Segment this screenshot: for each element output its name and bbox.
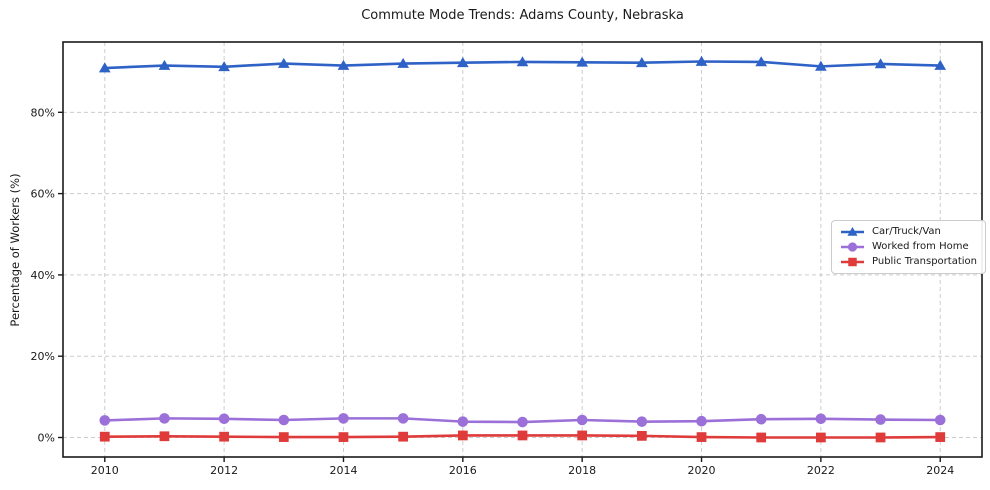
marker-car-truck-van-2018 (576, 56, 589, 67)
marker-worked-from-home-2014 (338, 413, 349, 424)
legend-item-public-transportation: Public Transportation (840, 255, 977, 269)
legend-triangle-icon (841, 227, 864, 236)
legend-item-car-truck-van: Car/Truck/Van (840, 225, 977, 239)
y-tick-label-0: 0% (38, 431, 55, 444)
marker-worked-from-home-2024 (934, 414, 946, 426)
x-tick-label-2014: 2014 (329, 464, 357, 477)
legend-label-car-truck-van: Car/Truck/Van (872, 226, 941, 237)
marker-worked-from-home-2018 (576, 414, 588, 426)
marker-car-truck-van-2023 (874, 58, 887, 69)
marker-public-transportation-2014 (338, 432, 349, 442)
legend-marker-worked-from-home (847, 242, 858, 252)
marker-public-transportation-2022 (816, 432, 826, 443)
marker-worked-from-home-2012 (218, 413, 230, 425)
x-tick-label-2010: 2010 (91, 464, 119, 477)
x-tick-label-2024: 2024 (926, 464, 954, 477)
marker-public-transportation-2015 (398, 431, 409, 442)
marker-worked-from-home-2013 (278, 414, 290, 426)
marker-car-truck-van-2010 (98, 62, 111, 73)
marker-car-truck-van-2013 (277, 57, 290, 68)
marker-public-transportation-2021 (756, 432, 767, 443)
series-group (98, 55, 947, 443)
marker-car-truck-van-2011 (158, 59, 171, 70)
marker-worked-from-home-2023 (875, 414, 886, 425)
marker-car-truck-van-2024 (934, 59, 947, 70)
marker-worked-from-home-2015 (397, 413, 409, 424)
marker-car-truck-van-2020 (695, 55, 708, 66)
y-tick-label-60: 60% (31, 188, 55, 201)
legend-marker-public-transportation (848, 257, 857, 267)
series-worked-from-home (99, 413, 946, 428)
marker-car-truck-van-2012 (218, 61, 230, 72)
legend-square-icon (841, 257, 864, 267)
marker-worked-from-home-2011 (159, 413, 170, 424)
legend-circle-icon (841, 242, 864, 252)
y-tick-label-80: 80% (31, 106, 55, 119)
y-tick-label-40: 40% (31, 269, 55, 282)
marker-worked-from-home-2010 (99, 415, 111, 426)
marker-car-truck-van-2019 (636, 57, 648, 68)
x-tick-label-2018: 2018 (568, 464, 596, 477)
x-tick-label-2012: 2012 (210, 464, 238, 477)
legend: Car/Truck/Van Worked from Home Public Tran… (831, 220, 986, 274)
x-tick-label-2020: 2020 (688, 464, 716, 477)
marker-public-transportation-2024 (935, 432, 946, 442)
marker-public-transportation-2010 (99, 431, 110, 442)
marker-public-transportation-2012 (219, 431, 229, 442)
marker-car-truck-van-2014 (337, 59, 350, 70)
marker-worked-from-home-2017 (517, 416, 528, 428)
marker-car-truck-van-2021 (755, 56, 768, 67)
marker-public-transportation-2011 (159, 431, 170, 442)
legend-label-worked-from-home: Worked from Home (872, 241, 969, 252)
marker-worked-from-home-2019 (636, 416, 648, 427)
x-tick-label-2022: 2022 (807, 464, 835, 477)
series-car-truck-van (98, 55, 947, 73)
marker-car-truck-van-2017 (516, 56, 529, 67)
marker-public-transportation-2017 (517, 430, 528, 441)
marker-public-transportation-2023 (875, 432, 886, 443)
series-public-transportation (99, 430, 946, 443)
marker-worked-from-home-2020 (696, 415, 707, 427)
marker-worked-from-home-2022 (815, 413, 827, 425)
legend-marker-car-truck-van (847, 227, 858, 236)
chart-title: Commute Mode Trends: Adams County, Nebra… (361, 8, 684, 23)
marker-worked-from-home-2021 (755, 413, 767, 425)
y-tick-label-20: 20% (31, 350, 55, 363)
marker-public-transportation-2019 (636, 430, 647, 441)
legend-item-worked-from-home: Worked from Home (840, 240, 977, 254)
marker-car-truck-van-2016 (456, 57, 469, 68)
marker-car-truck-van-2015 (397, 57, 409, 68)
marker-public-transportation-2020 (696, 432, 707, 442)
marker-car-truck-van-2022 (815, 60, 827, 71)
axis-ticks: 0% 20% 40% 60% 80% 2010 2012 2014 2016 2018 2020 20… (31, 106, 955, 477)
marker-public-transportation-2016 (457, 430, 468, 441)
marker-worked-from-home-2016 (457, 416, 469, 427)
marker-public-transportation-2018 (577, 430, 588, 441)
legend-label-public-transportation: Public Transportation (872, 256, 977, 267)
x-tick-label-2016: 2016 (449, 464, 477, 477)
marker-public-transportation-2013 (278, 432, 289, 442)
